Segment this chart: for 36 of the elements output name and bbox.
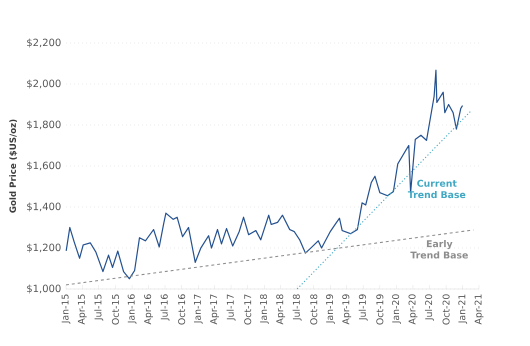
x-tick-label: Oct-15	[112, 294, 119, 325]
x-tick-label: Jan-17	[194, 294, 203, 324]
x-tick-label: Oct-19	[376, 294, 384, 325]
y-tick-label: $1,200	[27, 243, 61, 253]
x-tick-label: Oct-17	[244, 294, 252, 325]
x-tick-label: Apr-19	[342, 294, 352, 324]
x-tick-label: Oct-18	[310, 294, 318, 325]
x-tick-label: Apr-20	[408, 294, 418, 324]
x-tick-label: Jan-18	[260, 294, 269, 324]
y-tick-label: $1,000	[27, 284, 61, 294]
series-label: Early Trend Base	[410, 240, 468, 259]
x-tick-label: Jan-15	[62, 294, 70, 324]
x-tick-label: Apr-15	[78, 294, 87, 324]
x-tick-label: Jul-18	[292, 294, 302, 321]
x-tick-label: Jul-16	[160, 294, 170, 321]
x-tick-label: Jul-17	[226, 294, 236, 321]
x-tick-label: Oct-16	[178, 294, 186, 325]
series-label: Current Trend Base	[408, 180, 466, 198]
x-tick-label: Jan-16	[128, 294, 136, 324]
x-tick-label: Jan-20	[392, 294, 401, 324]
y-tick-label: $1,400	[27, 202, 61, 212]
x-tick-label: Jul-15	[94, 294, 104, 321]
x-tick-label: Oct-20	[442, 294, 450, 325]
y-tick-label: $2,200	[27, 38, 61, 48]
x-tick-label: Apr-18	[276, 294, 286, 324]
x-tick-label: Apr-16	[144, 294, 153, 324]
y-tick-label: $1,800	[27, 120, 61, 130]
x-tick-label: Jan-21	[458, 294, 468, 324]
x-tick-label: Jul-19	[358, 294, 368, 321]
x-tick-label: Jan-19	[326, 294, 335, 324]
y-axis-title: Gold Price ($US/oz)	[9, 120, 18, 213]
x-tick-label: Apr-17	[210, 294, 219, 324]
x-tick-label: Jul-20	[424, 294, 434, 321]
x-tick-label: Apr-21	[474, 294, 484, 324]
y-tick-label: $1,600	[27, 161, 61, 171]
y-tick-label: $2,000	[27, 79, 61, 89]
